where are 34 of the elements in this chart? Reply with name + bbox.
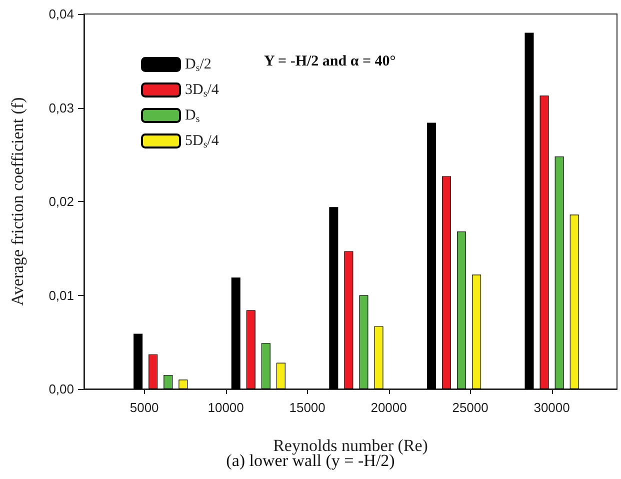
bar	[246, 310, 256, 389]
bar	[134, 334, 143, 389]
x-tick-label: 10000	[208, 400, 244, 415]
y-tick-label: 0,01	[48, 288, 74, 303]
bar	[570, 214, 579, 389]
y-tick-label: 0,00	[48, 382, 74, 396]
x-tick-label: 20000	[370, 400, 407, 415]
bar	[359, 295, 368, 389]
bar	[472, 274, 482, 389]
bar	[524, 32, 534, 389]
bar	[164, 374, 173, 389]
bar	[148, 354, 158, 389]
bar	[261, 343, 270, 389]
y-tick-label: 0,03	[48, 100, 74, 116]
x-tick-label: 30000	[534, 400, 570, 415]
y-axis-title: Average friction coefficient (f)	[8, 97, 27, 306]
bar	[457, 232, 466, 389]
bar	[231, 277, 240, 389]
bar	[374, 326, 384, 389]
bar	[344, 251, 354, 389]
bar	[442, 176, 451, 389]
bar	[426, 122, 436, 389]
x-axis-title: Reynolds number (Re)	[273, 436, 428, 455]
x-tick-label: 25000	[452, 400, 488, 415]
bar	[540, 96, 549, 389]
x-tick-label: 5000	[130, 400, 159, 415]
bar	[329, 207, 338, 389]
annotation: Y = -H/2 and α = 40°	[264, 54, 396, 70]
bar	[554, 156, 564, 389]
x-tick-label: 15000	[289, 400, 326, 415]
y-tick-label: 0,04	[48, 6, 74, 22]
bar	[178, 380, 188, 389]
bar	[276, 362, 286, 389]
y-tick-label: 0,02	[48, 194, 74, 209]
